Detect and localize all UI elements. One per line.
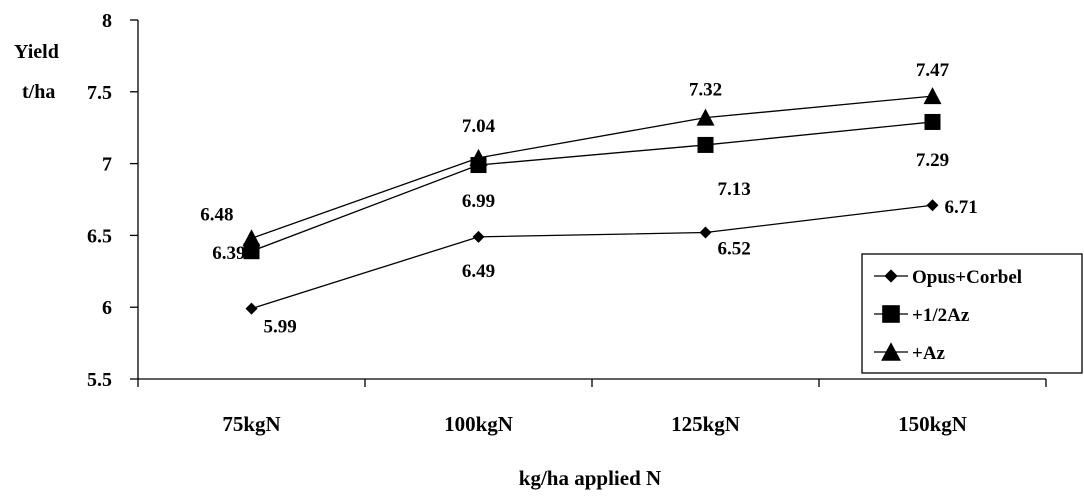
y-tick-label: 7.5 [87,82,112,104]
data-label: 7.13 [718,179,751,200]
legend-marker [881,342,901,361]
legend-label: +1/2Az [912,305,970,326]
data-label: 7.32 [689,80,722,101]
data-label: 6.71 [945,197,978,218]
legend-label: Opus+Corbel [912,267,1022,288]
legend-marker [884,269,898,283]
series-2 [242,87,942,247]
x-axis-label: kg/ha applied N [519,466,661,490]
data-point [469,148,488,166]
series-line [251,121,933,252]
y-tick-label: 7 [102,154,112,176]
x-tick-label: 75kgN [222,412,280,436]
legend-label: +Az [912,343,946,364]
data-point [242,229,261,247]
data-label: 6.48 [200,204,233,225]
data-label: 6.49 [462,261,495,282]
legend: Opus+Corbel +1/2Az +Az [861,253,1083,374]
series-line [251,204,933,310]
series-0 [245,199,939,315]
data-point [924,113,941,130]
x-tick-label: 125kgN [671,412,740,436]
data-label: 5.99 [264,317,297,338]
legend-item-2: +Az [874,342,946,364]
legend-item-0: Opus+Corbel [874,267,1022,288]
data-point [472,230,485,243]
data-point [926,199,939,212]
data-label: 7.29 [916,150,949,171]
data-point [699,226,712,239]
legend-marker [882,305,900,323]
x-tick-label: 100kgN [444,412,513,436]
y-axis-label-line2: t/ha [22,81,55,103]
y-axis-ticks: 5.5 6 6.5 7 7.5 8 [87,10,138,391]
y-tick-label: 8 [102,10,112,32]
data-point [923,87,942,105]
series-1 [243,113,941,260]
y-tick-label: 6.5 [87,225,112,247]
data-point [245,302,258,315]
x-axis-ticks: 75kgN 100kgN 125kgN 150kgN [137,379,1047,436]
x-tick-label: 150kgN [898,412,967,436]
series-line [251,95,933,239]
data-point [243,243,260,260]
y-tick-label: 5.5 [87,369,112,391]
data-label: 7.04 [462,116,496,137]
y-axis-label-line1: Yield [14,41,59,63]
chart-series [242,87,942,315]
data-point [696,108,715,126]
data-label: 6.99 [462,191,495,212]
legend-item-1: +1/2Az [874,305,970,326]
data-point [697,136,714,153]
y-tick-label: 6 [102,297,112,319]
data-label: 6.39 [212,243,245,264]
data-labels: 5.99 6.49 6.52 6.71 6.39 6.99 7.13 7.29 6.48 7.04… [200,60,978,338]
data-label: 7.47 [916,60,950,81]
data-label: 6.52 [718,239,751,260]
